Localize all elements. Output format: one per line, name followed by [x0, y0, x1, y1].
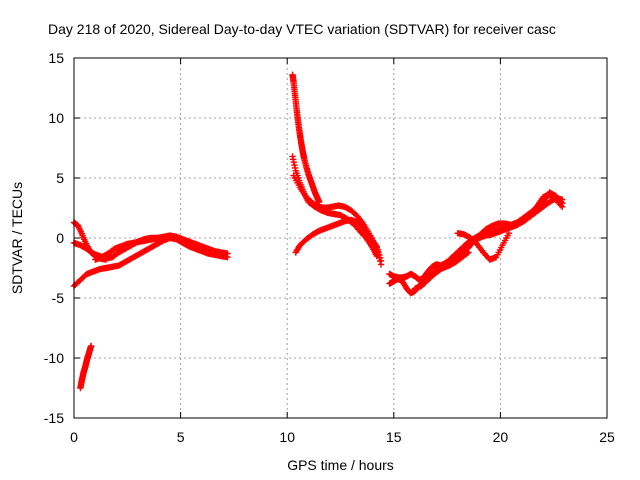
series-arc6	[289, 71, 323, 206]
y-tick-label: 15	[48, 50, 64, 66]
x-tick-label: 0	[70, 429, 78, 445]
y-tick-label: -5	[52, 290, 65, 306]
data-point	[156, 234, 163, 242]
series-arc9	[292, 216, 385, 264]
data-point	[374, 246, 381, 253]
x-tick-label: 5	[177, 429, 185, 445]
x-tick-label: 25	[599, 429, 615, 445]
data-point	[373, 243, 380, 250]
y-tick-label: -15	[44, 410, 64, 426]
data-point	[376, 254, 384, 262]
series-arc14	[454, 230, 513, 263]
x-tick-label: 15	[386, 429, 402, 445]
y-axis-label: SDTVAR / TECUs	[9, 182, 25, 294]
y-tick-label: 10	[48, 110, 64, 126]
data-point	[505, 230, 513, 237]
x-tick-label: 20	[493, 429, 509, 445]
y-tick-label: 5	[56, 170, 64, 186]
series-arc5	[77, 342, 95, 392]
y-tick-label: -10	[44, 350, 64, 366]
data-point	[224, 254, 231, 261]
data-point	[376, 251, 383, 259]
x-axis-label: GPS time / hours	[287, 457, 394, 473]
chart-title: Day 218 of 2020, Sidereal Day-to-day VTE…	[48, 21, 556, 37]
data-point	[87, 342, 95, 350]
gridlines	[74, 58, 607, 418]
data-point	[377, 257, 385, 264]
series-arc3	[70, 234, 231, 290]
data-point	[559, 200, 566, 207]
x-tick-label: 10	[279, 429, 295, 445]
y-tick-label: 0	[56, 230, 64, 246]
data-point	[375, 248, 382, 256]
axis-ticks: 0 5 10 15 20 25 -15 -10 -5 0 5 10 15	[44, 50, 615, 445]
series-arc8	[290, 172, 385, 268]
data-points	[70, 71, 566, 392]
series-arc4	[92, 234, 163, 263]
